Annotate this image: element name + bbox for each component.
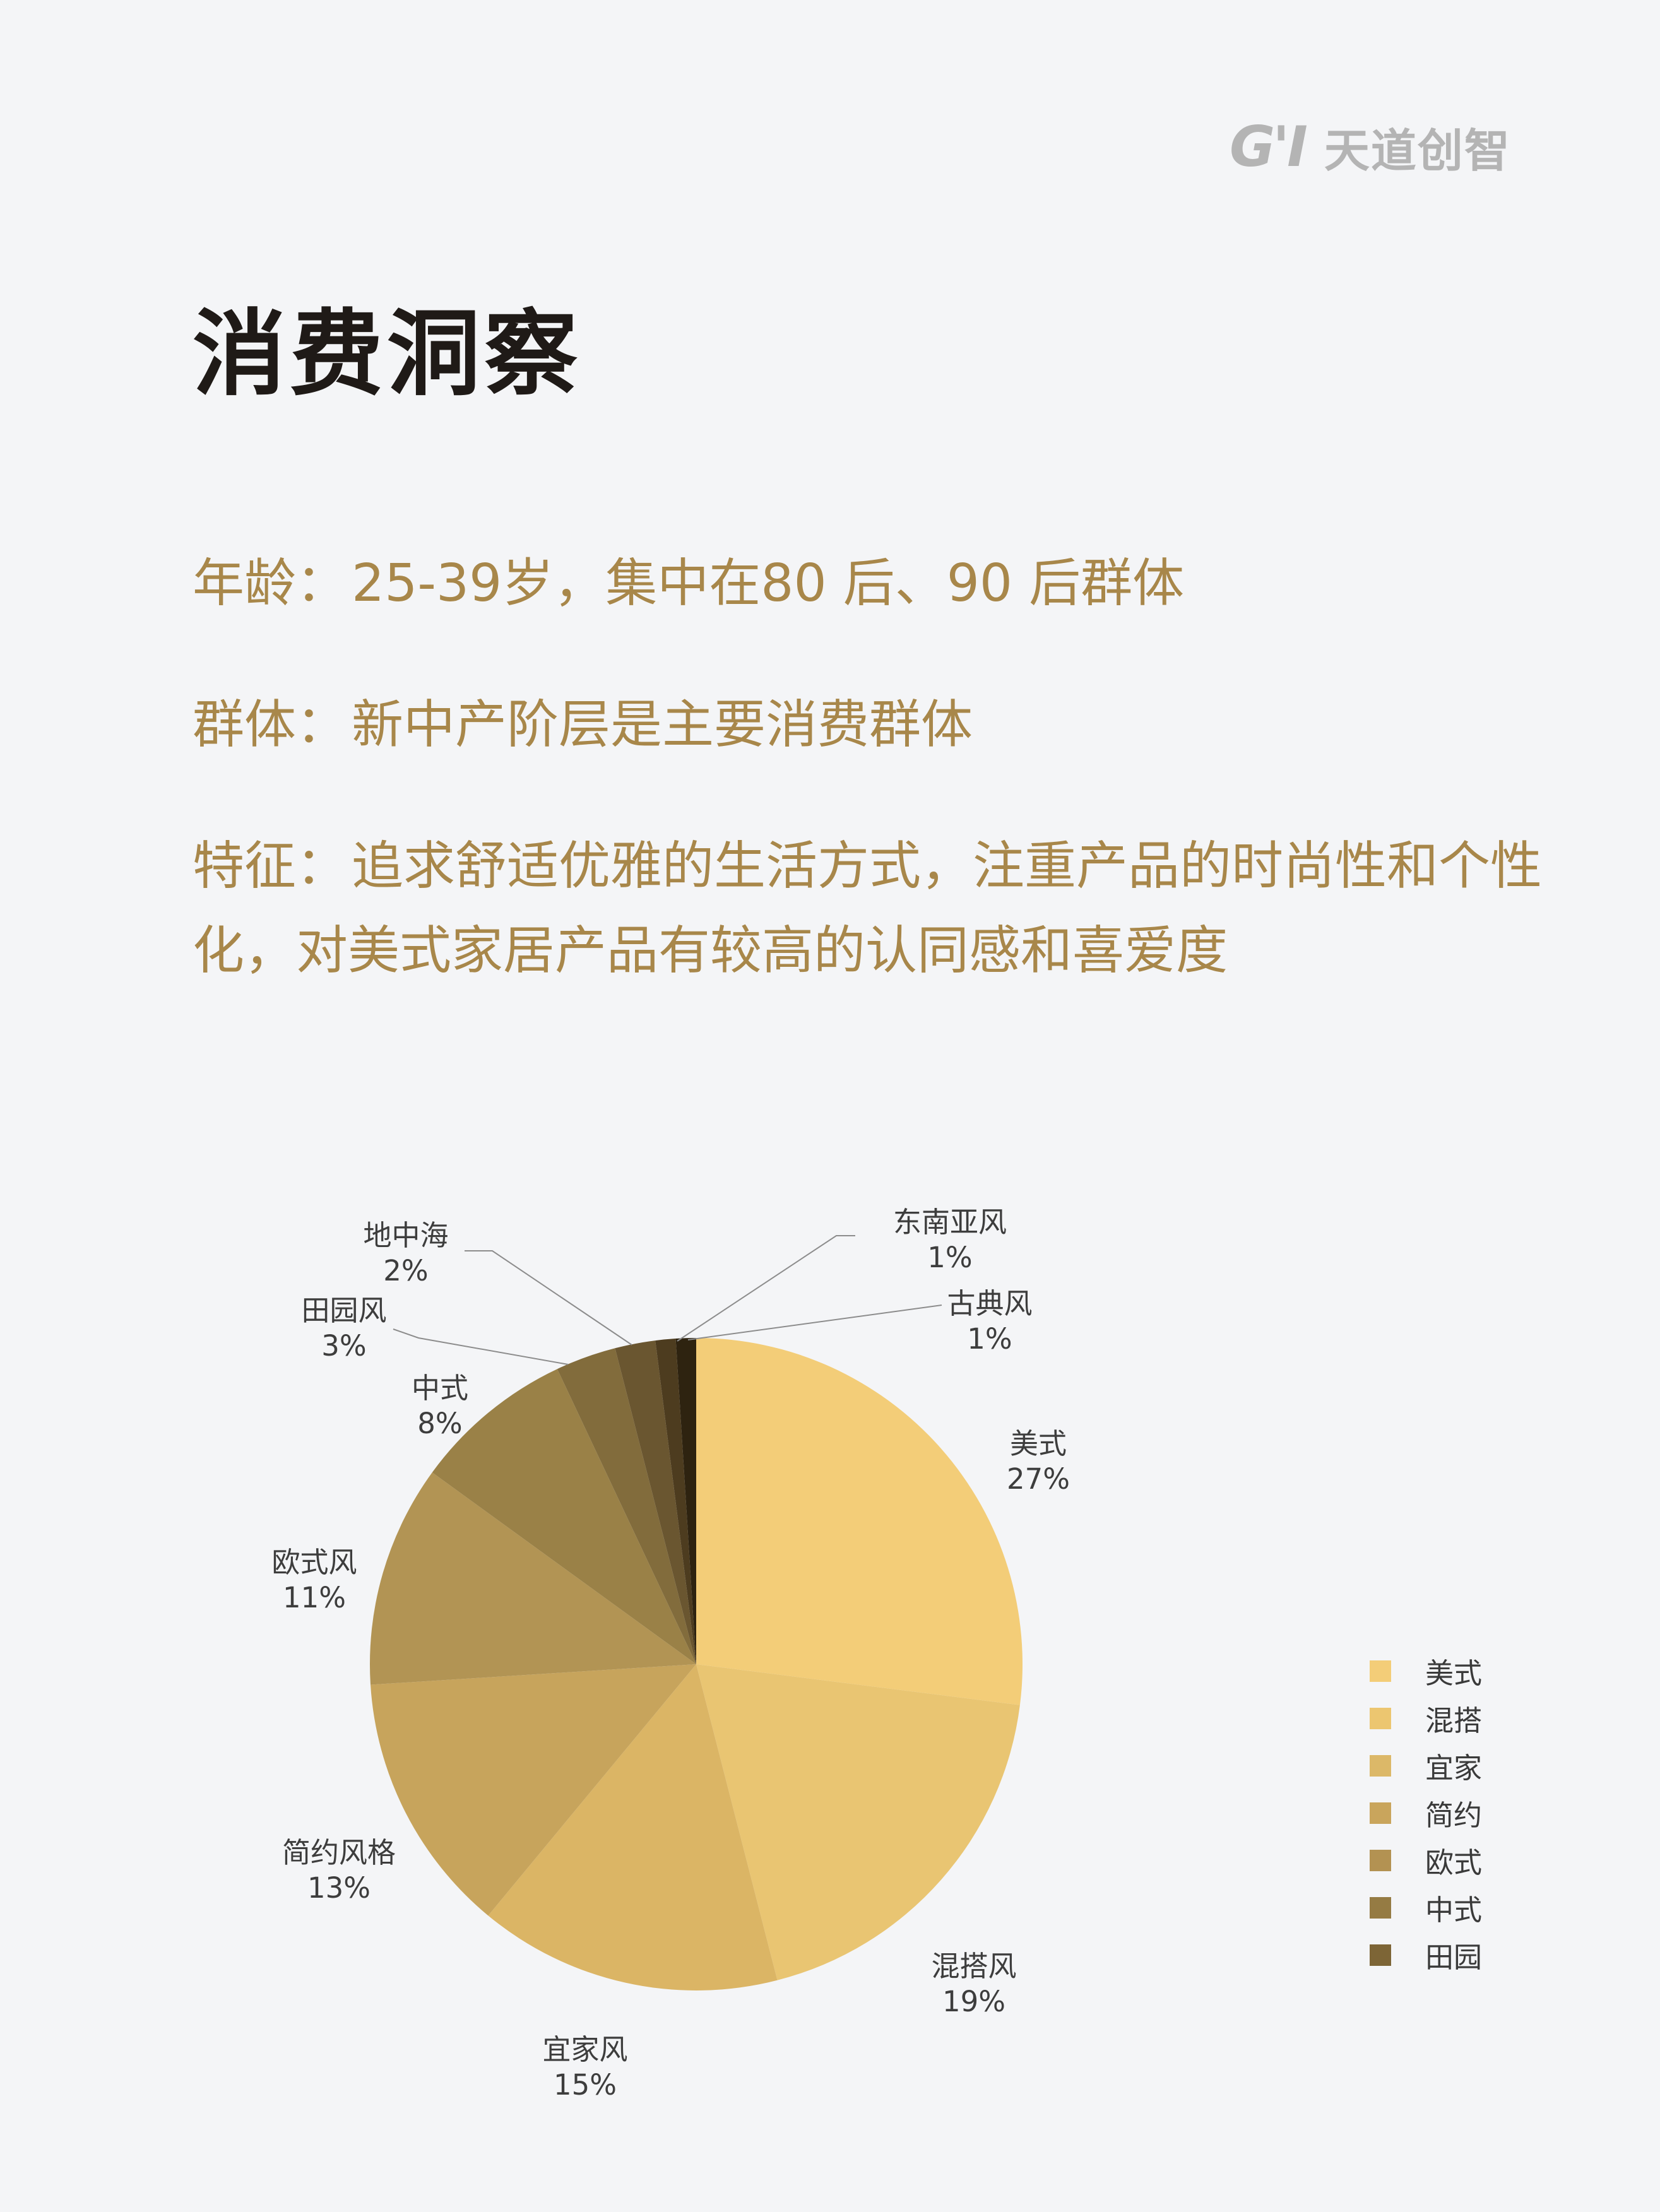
legend-label: 欧式 — [1425, 1846, 1483, 1879]
info-age-colon: ： — [296, 553, 348, 613]
slice-label-6: 中式 — [412, 1371, 468, 1405]
slice-label-7: 田园风 — [301, 1294, 386, 1327]
info-age-label: 年龄 — [193, 553, 297, 613]
info-feature-label: 特征 — [193, 836, 297, 896]
legend-item: 欧式 — [1370, 1836, 1482, 1884]
pie-slice-2 — [696, 1664, 1020, 1980]
slice-percent-1: 27% — [1007, 1462, 1070, 1496]
slice-label-1: 美式 — [1010, 1427, 1067, 1460]
leader-line-7 — [393, 1328, 569, 1365]
legend-label: 中式 — [1425, 1893, 1483, 1927]
pie-slice-7 — [557, 1348, 696, 1664]
info-group-colon: ： — [296, 695, 348, 755]
page-title: 消费洞察 — [193, 300, 581, 408]
legend-item: 宜家 — [1370, 1742, 1482, 1789]
legend-swatch — [1370, 1802, 1391, 1824]
pie-slice-5 — [370, 1472, 696, 1685]
info-group-label: 群体 — [193, 695, 297, 755]
leader-lines — [393, 1235, 942, 1365]
pie-slice-10 — [675, 1338, 696, 1664]
legend-label: 混搭 — [1425, 1704, 1483, 1737]
leader-line-8 — [465, 1250, 632, 1346]
slice-label-3: 宜家风 — [542, 2033, 627, 2066]
slice-label-9: 东南亚风 — [893, 1205, 1007, 1239]
legend-swatch — [1370, 1754, 1391, 1777]
pie-slice-4 — [371, 1664, 696, 1916]
brand-logo: G'I 天道创智 — [1230, 114, 1511, 180]
legend-swatch — [1370, 1944, 1391, 1966]
leader-line-10 — [687, 1304, 942, 1340]
info-group-text: 新中产阶层是主要消费群体 — [352, 695, 973, 755]
info-age-text: 25-39岁，集中在80 后、90 后群体 — [352, 553, 1185, 613]
brand-mark: G'I — [1230, 114, 1308, 179]
chart-legend: 美式混搭宜家简约欧式中式田园 — [1370, 1647, 1482, 1978]
slice-percent-3: 15% — [554, 2068, 617, 2102]
slice-percent-7: 3% — [321, 1329, 366, 1363]
legend-swatch — [1370, 1707, 1391, 1729]
info-feature-colon: ： — [296, 836, 348, 896]
legend-item: 田园 — [1370, 1931, 1482, 1978]
info-group: 群体：新中产阶层是主要消费群体 — [193, 683, 973, 767]
info-feature: 特征：追求舒适优雅的生活方式，注重产品的时尚性和个性化，对美式家居产品有较高的认… — [193, 824, 1550, 993]
slice-percent-2: 19% — [942, 1985, 1005, 2018]
pie-slice-9 — [655, 1339, 696, 1664]
leader-line-9 — [677, 1235, 855, 1342]
slice-label-10: 古典风 — [947, 1287, 1032, 1320]
slice-percent-6: 8% — [417, 1407, 462, 1440]
legend-item: 美式 — [1370, 1647, 1482, 1694]
legend-item: 简约 — [1370, 1789, 1482, 1836]
legend-item: 中式 — [1370, 1884, 1482, 1931]
pie-slice-8 — [615, 1340, 696, 1664]
info-feature-text: 追求舒适优雅的生活方式，注重产品的时尚性和个性化，对美式家居产品有较高的认同感和… — [193, 836, 1543, 981]
legend-swatch — [1370, 1849, 1391, 1871]
legend-label: 宜家 — [1425, 1751, 1483, 1785]
slice-percent-9: 1% — [927, 1241, 972, 1274]
slice-label-4: 简约风格 — [282, 1836, 396, 1869]
slice-percent-5: 11% — [283, 1581, 346, 1614]
slice-percent-4: 13% — [307, 1871, 371, 1905]
info-age: 年龄：25-39岁，集中在80 后、90 后群体 — [193, 541, 1184, 626]
legend-label: 田园 — [1425, 1941, 1483, 1974]
legend-item: 混搭 — [1370, 1694, 1482, 1742]
slice-label-8: 地中海 — [363, 1219, 448, 1252]
legend-label: 美式 — [1425, 1657, 1483, 1690]
legend-label: 简约 — [1425, 1799, 1483, 1832]
slice-label-2: 混搭风 — [931, 1949, 1016, 1983]
legend-swatch — [1370, 1660, 1391, 1682]
brand-name: 天道创智 — [1324, 124, 1511, 177]
slice-percent-10: 1% — [967, 1322, 1012, 1356]
pie-slice-6 — [432, 1369, 696, 1664]
slice-percent-8: 2% — [383, 1254, 428, 1287]
pie-slices — [370, 1338, 1023, 1990]
slice-label-5: 欧式风 — [271, 1546, 357, 1579]
pie-slice-1 — [696, 1338, 1023, 1705]
pie-slice-3 — [488, 1664, 778, 1990]
legend-swatch — [1370, 1896, 1391, 1919]
